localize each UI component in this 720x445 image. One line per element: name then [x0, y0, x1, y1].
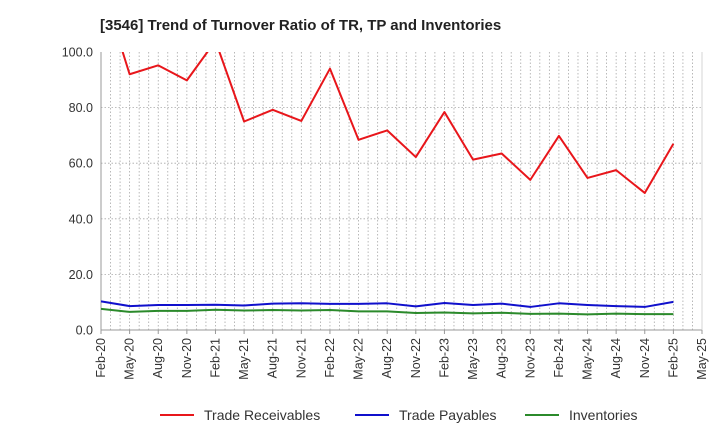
y-tick-label: 60.0: [69, 157, 93, 171]
legend-label-trade-payables: Trade Payables: [399, 407, 497, 423]
x-tick-label: Aug-23: [495, 338, 509, 378]
x-tick-label: Nov-24: [638, 338, 652, 378]
y-tick-label: 0.0: [76, 324, 93, 338]
x-tick-label: Aug-20: [151, 338, 165, 378]
x-tick-label: Feb-22: [323, 338, 337, 378]
axis-layer: 0.0 20.0 40.0 60.0 80.0 100.0 Feb-20 May-20 Aug-…: [62, 46, 709, 380]
y-tick-label: 80.0: [69, 101, 93, 115]
series-line-trade-payables: [101, 300, 674, 308]
legend-label-trade-receivables: Trade Receivables: [204, 407, 320, 423]
legend-label-inventories: Inventories: [569, 407, 637, 423]
series-line-inventories: [101, 307, 674, 316]
x-tick-label: May-24: [581, 338, 595, 380]
x-tick-label: May-20: [123, 338, 137, 380]
series-line-trade-receivables: [121, 52, 675, 194]
y-tick-label: 40.0: [69, 212, 93, 226]
x-tick-label: Feb-25: [666, 338, 680, 378]
x-tick-label: Feb-23: [437, 338, 451, 378]
x-tick-label: Aug-21: [266, 338, 280, 378]
x-tick-label: Aug-24: [609, 338, 623, 378]
chart-title: [3546] Trend of Turnover Ratio of TR, TP…: [100, 17, 501, 34]
x-tick-label: May-21: [237, 338, 251, 380]
series-layer: [101, 52, 675, 316]
y-tick-label: 20.0: [69, 268, 93, 282]
x-tick-label: May-22: [352, 338, 366, 380]
x-tick-label: Aug-22: [380, 338, 394, 378]
x-tick-label: Feb-21: [208, 338, 222, 378]
x-tick-label: Nov-20: [180, 338, 194, 378]
x-tick-label: Nov-22: [409, 338, 423, 378]
y-tick-label: 100.0: [62, 46, 93, 60]
grid-layer: [101, 52, 702, 330]
x-tick-label: May-23: [466, 338, 480, 380]
x-tick-label: Feb-24: [552, 338, 566, 378]
x-tick-label: May-25: [695, 338, 709, 380]
x-tick-label: Nov-23: [523, 338, 537, 378]
x-tick-label: Feb-20: [94, 338, 108, 378]
x-tick-label: Nov-21: [294, 338, 308, 378]
legend: Trade Receivables Trade Payables Inventori…: [160, 407, 637, 423]
